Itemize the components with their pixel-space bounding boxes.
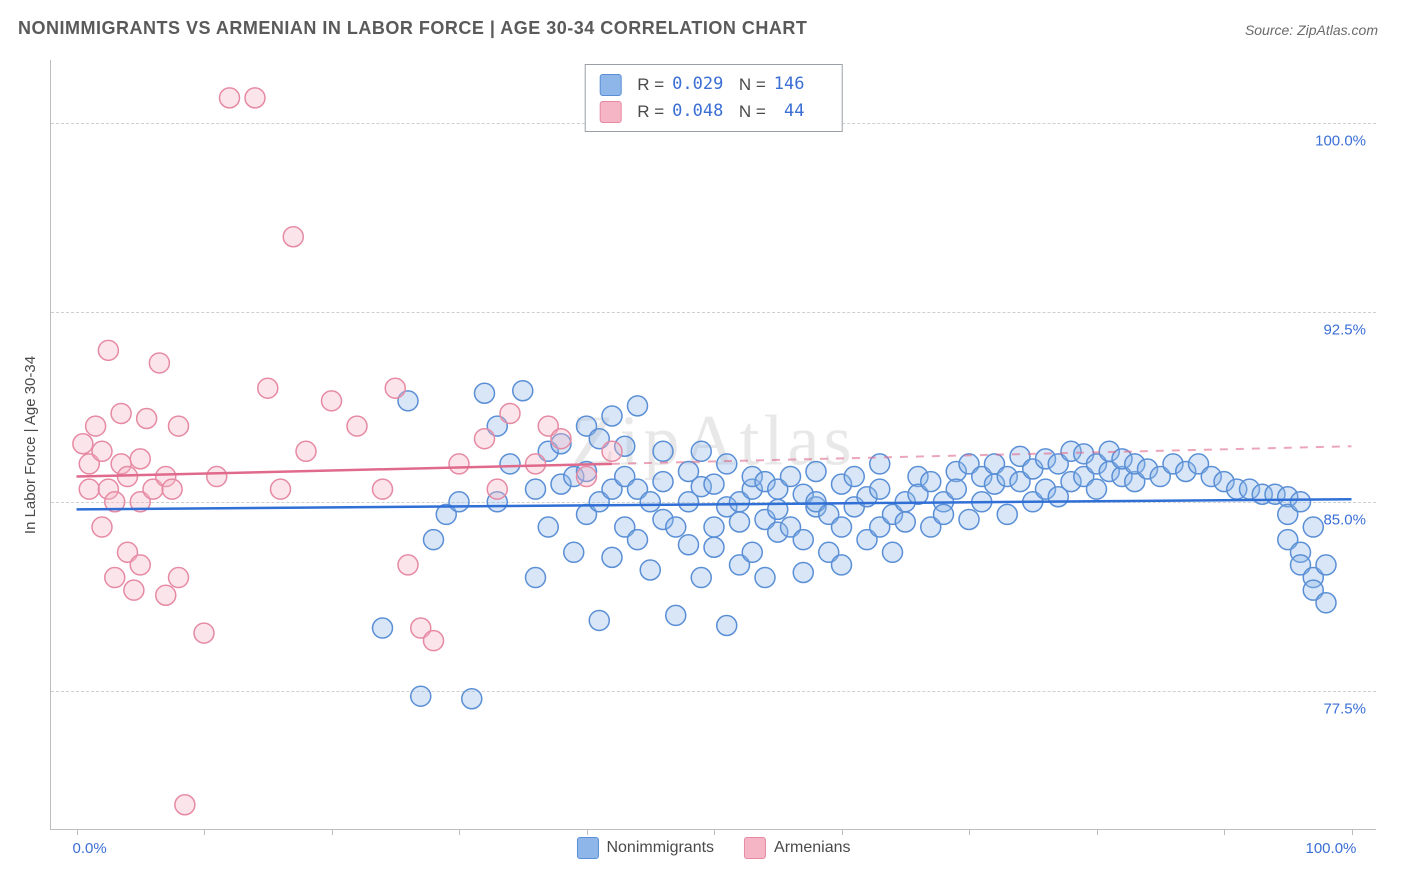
y-axis-label: In Labor Force | Age 30-34	[22, 356, 39, 534]
chart-title: NONIMMIGRANTS VS ARMENIAN IN LABOR FORCE…	[18, 18, 807, 39]
legend-item-armenians: Armenians	[744, 837, 850, 859]
r-label: R =	[637, 98, 664, 125]
stats-legend-box: R = 0.029 N = 146 R = 0.048 N = 44	[584, 64, 843, 132]
legend-item-nonimmigrants: Nonimmigrants	[576, 837, 714, 859]
stats-row-armenians: R = 0.048 N = 44	[599, 98, 828, 125]
n-label: N =	[734, 71, 766, 98]
r-value-b: 0.048	[672, 98, 726, 125]
swatch-armenians-icon	[599, 101, 621, 123]
r-value-a: 0.029	[672, 71, 726, 98]
source-label: Source: ZipAtlas.com	[1245, 22, 1378, 38]
n-value-a: 146	[774, 71, 828, 98]
x-tick-label: 0.0%	[73, 840, 107, 857]
trend-line	[77, 499, 1352, 509]
swatch-armenians-icon	[744, 837, 766, 859]
n-label: N =	[734, 98, 766, 125]
trend-line	[77, 464, 613, 477]
stats-row-nonimmigrants: R = 0.029 N = 146	[599, 71, 828, 98]
swatch-nonimmigrants-icon	[599, 74, 621, 96]
x-axis-legend: Nonimmigrants Armenians	[576, 837, 850, 859]
trend-lines-layer	[51, 60, 1377, 830]
x-tick-label: 100.0%	[1306, 840, 1357, 857]
n-value-b: 44	[774, 98, 812, 125]
swatch-nonimmigrants-icon	[576, 837, 598, 859]
r-label: R =	[637, 71, 664, 98]
plot-area: ZipAtlas R = 0.029 N = 146 R = 0.048 N =…	[50, 60, 1376, 830]
trend-line-extrapolated	[612, 446, 1352, 464]
